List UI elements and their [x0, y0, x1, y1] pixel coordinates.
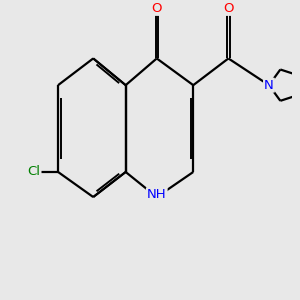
- Text: N: N: [264, 79, 274, 92]
- Text: O: O: [152, 2, 162, 15]
- Text: NH: NH: [147, 188, 167, 201]
- Text: O: O: [223, 2, 234, 15]
- Text: Cl: Cl: [28, 166, 40, 178]
